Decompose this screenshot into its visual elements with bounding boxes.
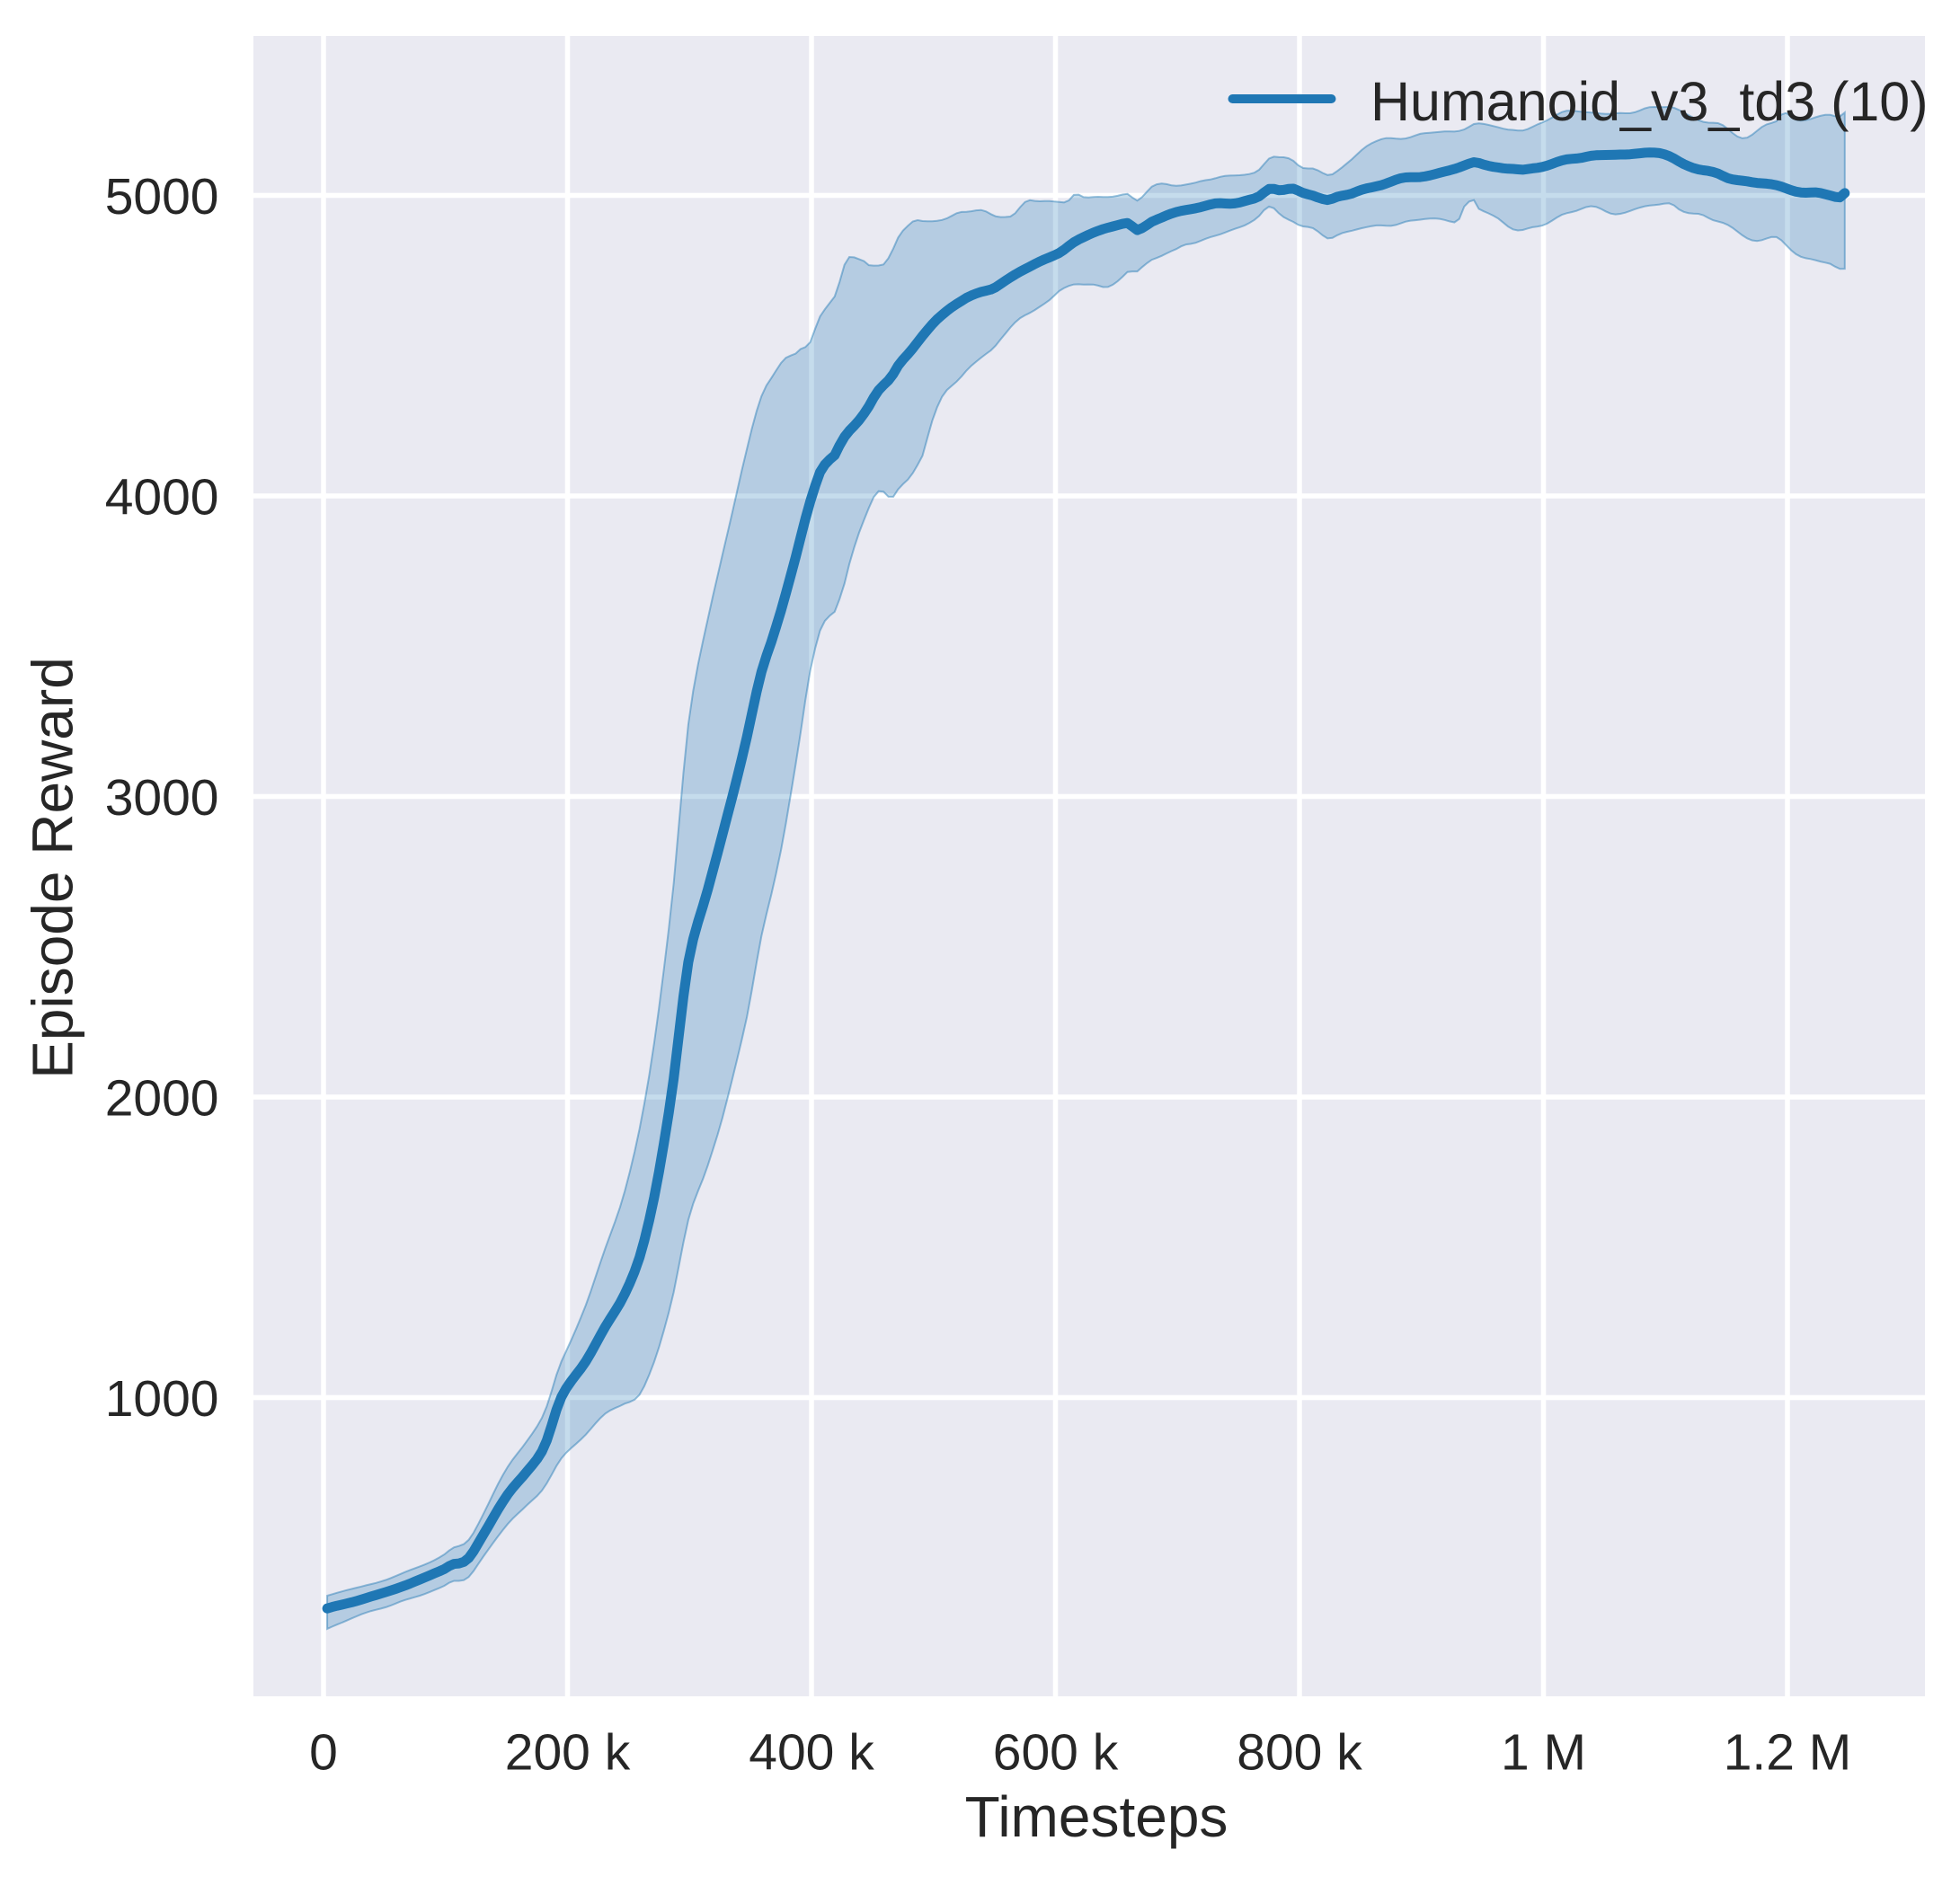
svg-text:Humanoid_v3_td3 (10): Humanoid_v3_td3 (10) <box>1370 71 1929 132</box>
svg-text:Timesteps: Timesteps <box>965 1784 1228 1849</box>
svg-text:4000: 4000 <box>105 469 219 527</box>
svg-text:600 k: 600 k <box>993 1724 1119 1782</box>
svg-text:3000: 3000 <box>105 769 219 827</box>
svg-text:5000: 5000 <box>105 168 219 226</box>
svg-text:2000: 2000 <box>105 1070 219 1128</box>
svg-text:800 k: 800 k <box>1237 1724 1362 1782</box>
svg-text:1 M: 1 M <box>1501 1724 1586 1782</box>
svg-text:1000: 1000 <box>105 1370 219 1428</box>
svg-text:400 k: 400 k <box>749 1724 874 1782</box>
svg-text:Episode Reward: Episode Reward <box>21 657 85 1079</box>
svg-text:0: 0 <box>309 1724 338 1782</box>
svg-text:200 k: 200 k <box>505 1724 631 1782</box>
svg-text:1.2 M: 1.2 M <box>1724 1724 1852 1782</box>
